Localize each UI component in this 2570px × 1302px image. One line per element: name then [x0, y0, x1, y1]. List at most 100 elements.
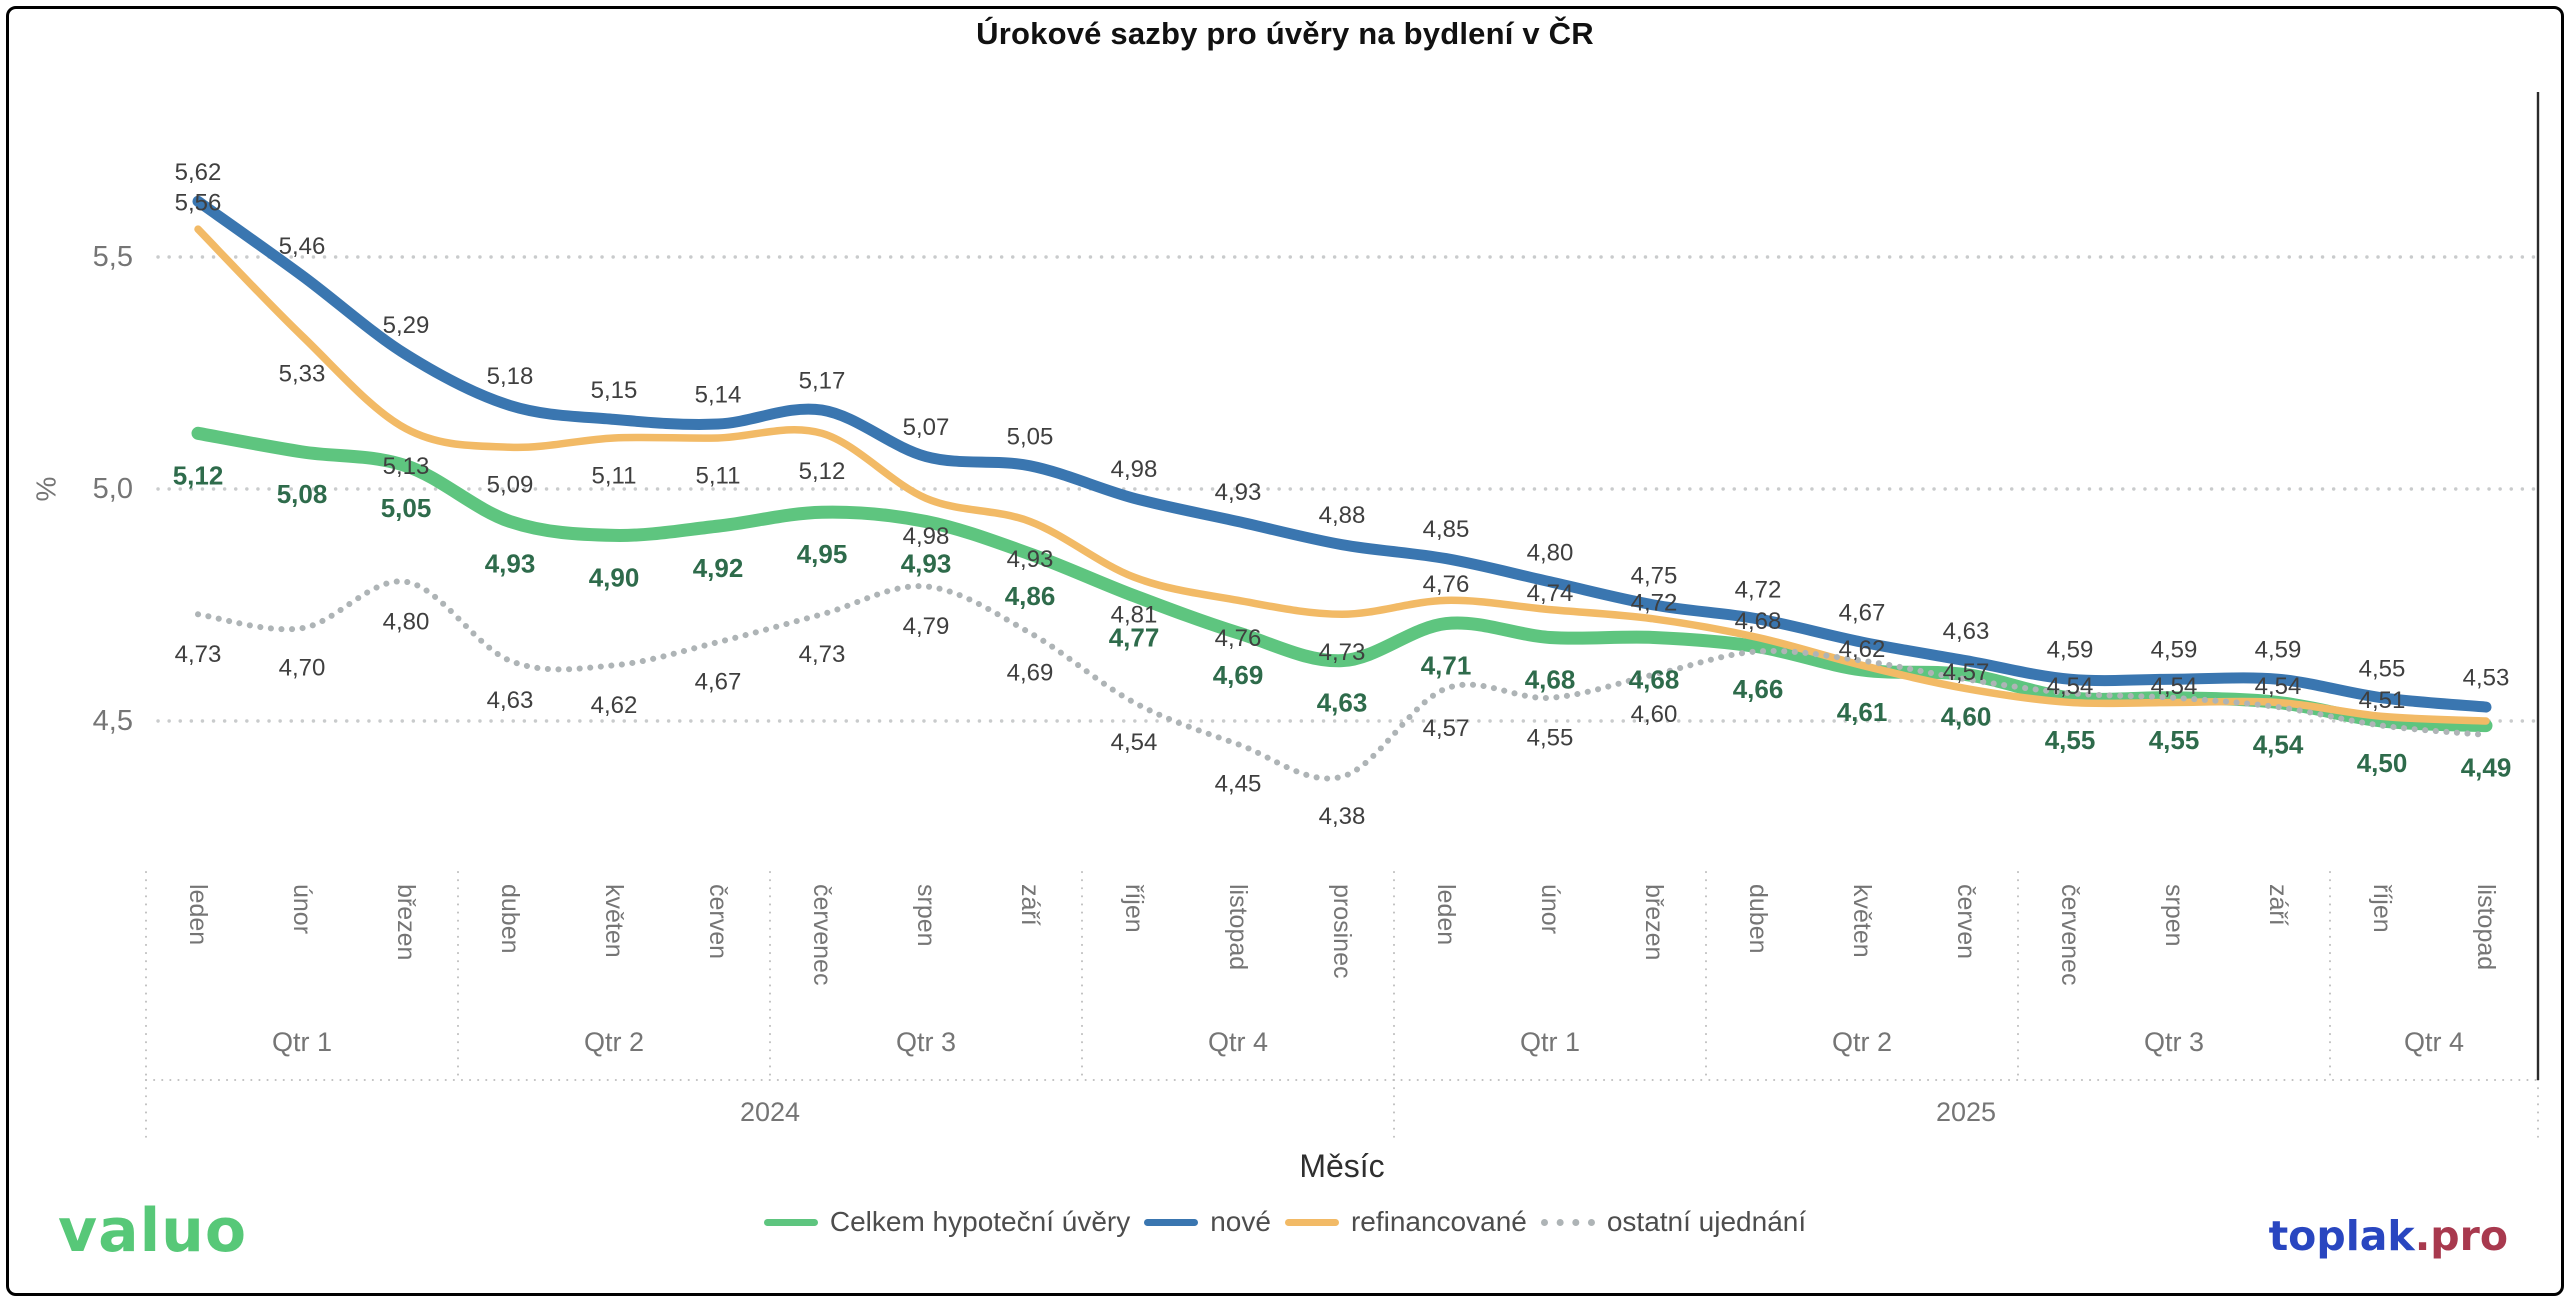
- svg-text:4,95: 4,95: [797, 539, 848, 569]
- svg-text:2025: 2025: [1936, 1097, 1996, 1127]
- svg-text:4,59: 4,59: [2255, 637, 2302, 664]
- svg-text:duben: duben: [496, 884, 524, 954]
- svg-text:Qtr 4: Qtr 4: [2404, 1027, 2464, 1057]
- svg-text:5,13: 5,13: [383, 453, 430, 480]
- svg-text:4,93: 4,93: [901, 548, 952, 578]
- svg-text:4,67: 4,67: [695, 669, 742, 696]
- svg-text:5,17: 5,17: [799, 368, 846, 395]
- svg-text:4,55: 4,55: [1527, 724, 1574, 751]
- svg-text:Qtr 2: Qtr 2: [584, 1027, 644, 1057]
- svg-text:4,73: 4,73: [1319, 639, 1366, 666]
- legend-item-refinancovane[interactable]: refinancované: [1284, 1206, 1527, 1238]
- svg-text:prosinec: prosinec: [1328, 884, 1356, 979]
- svg-text:Qtr 2: Qtr 2: [1832, 1027, 1892, 1057]
- svg-text:4,53: 4,53: [2463, 665, 2510, 692]
- svg-text:5,11: 5,11: [696, 462, 741, 489]
- svg-text:4,62: 4,62: [1839, 636, 1886, 663]
- svg-text:5,29: 5,29: [383, 312, 430, 339]
- svg-text:4,80: 4,80: [383, 608, 430, 635]
- svg-text:červenec: červenec: [2056, 884, 2084, 985]
- svg-text:Qtr 3: Qtr 3: [896, 1027, 956, 1057]
- chart-legend: Celkem hypoteční úvěry nové refinancovan…: [385, 1206, 2185, 1238]
- legend-swatch-orange-line-icon: [1284, 1218, 1339, 1226]
- legend-label: ostatní ujednání: [1606, 1206, 1807, 1237]
- svg-text:5,12: 5,12: [799, 458, 846, 485]
- svg-text:4,93: 4,93: [1007, 546, 1054, 573]
- svg-text:4,49: 4,49: [2461, 753, 2512, 783]
- svg-text:4,92: 4,92: [693, 553, 744, 583]
- svg-text:Qtr 4: Qtr 4: [1208, 1027, 1268, 1057]
- svg-text:4,93: 4,93: [1215, 479, 1262, 506]
- svg-text:4,68: 4,68: [1735, 608, 1782, 635]
- toplak-pro-logo: toplak.pro: [2269, 1212, 2508, 1260]
- svg-text:únor: únor: [1536, 884, 1564, 934]
- svg-text:%: %: [31, 477, 62, 502]
- svg-text:březen: březen: [392, 884, 420, 960]
- svg-text:4,5: 4,5: [93, 705, 133, 737]
- legend-item-ostatni[interactable]: ostatní ujednání: [1540, 1206, 1807, 1238]
- x-axis-title: Měsíc: [1299, 1148, 1385, 1184]
- svg-text:4,68: 4,68: [1629, 664, 1680, 694]
- legend-item-nove[interactable]: nové: [1144, 1206, 1271, 1238]
- svg-text:5,11: 5,11: [592, 462, 637, 489]
- svg-text:4,54: 4,54: [2255, 673, 2302, 700]
- svg-text:Qtr 3: Qtr 3: [2144, 1027, 2204, 1057]
- svg-text:4,93: 4,93: [485, 548, 536, 578]
- svg-text:4,38: 4,38: [1319, 803, 1366, 830]
- svg-text:4,61: 4,61: [1837, 697, 1888, 727]
- svg-text:květen: květen: [600, 884, 628, 958]
- svg-text:květen: květen: [1848, 884, 1876, 958]
- svg-text:4,62: 4,62: [591, 692, 638, 719]
- svg-text:4,79: 4,79: [903, 613, 950, 640]
- svg-text:5,0: 5,0: [93, 473, 133, 505]
- svg-text:5,46: 5,46: [279, 233, 326, 260]
- svg-text:5,07: 5,07: [903, 414, 950, 441]
- svg-text:4,76: 4,76: [1423, 571, 1470, 598]
- svg-text:5,15: 5,15: [591, 377, 638, 404]
- svg-text:listopad: listopad: [1224, 884, 1252, 970]
- svg-text:4,66: 4,66: [1733, 674, 1784, 704]
- svg-text:4,69: 4,69: [1007, 659, 1054, 686]
- svg-text:4,57: 4,57: [1423, 715, 1470, 742]
- svg-text:duben: duben: [1744, 884, 1772, 954]
- chart-title: Úrokové sazby pro úvěry na bydlení v ČR: [976, 16, 1594, 51]
- svg-text:2024: 2024: [740, 1097, 800, 1127]
- svg-text:4,73: 4,73: [799, 641, 846, 668]
- svg-text:5,05: 5,05: [381, 493, 432, 523]
- svg-text:4,72: 4,72: [1735, 576, 1782, 603]
- svg-text:4,57: 4,57: [1943, 659, 1990, 686]
- svg-text:Qtr 1: Qtr 1: [272, 1027, 332, 1057]
- svg-text:4,67: 4,67: [1839, 600, 1886, 627]
- svg-text:4,55: 4,55: [2045, 725, 2096, 755]
- svg-text:4,81: 4,81: [1111, 602, 1158, 629]
- svg-text:4,55: 4,55: [2149, 725, 2200, 755]
- svg-text:září: září: [1016, 884, 1044, 926]
- svg-text:5,12: 5,12: [173, 460, 224, 490]
- svg-text:leden: leden: [1432, 884, 1460, 945]
- svg-text:4,88: 4,88: [1319, 502, 1366, 529]
- svg-text:4,72: 4,72: [1631, 589, 1678, 616]
- svg-text:4,71: 4,71: [1421, 651, 1472, 681]
- svg-text:červen: červen: [1952, 884, 1980, 959]
- svg-text:4,55: 4,55: [2359, 655, 2406, 682]
- legend-item-celkem[interactable]: Celkem hypoteční úvěry: [763, 1206, 1131, 1238]
- svg-text:4,63: 4,63: [487, 687, 534, 714]
- svg-text:4,45: 4,45: [1215, 771, 1262, 798]
- svg-text:4,63: 4,63: [1317, 688, 1368, 718]
- valuo-logo: valuo: [58, 1196, 248, 1266]
- svg-text:5,62: 5,62: [175, 159, 222, 186]
- legend-label: Celkem hypoteční úvěry: [829, 1206, 1131, 1237]
- svg-text:4,59: 4,59: [2047, 637, 2094, 664]
- svg-text:4,51: 4,51: [2359, 687, 2406, 714]
- legend-swatch-blue-line-icon: [1144, 1218, 1199, 1226]
- svg-text:září: září: [2264, 884, 2292, 926]
- svg-text:5,05: 5,05: [1007, 423, 1054, 450]
- svg-text:červenec: červenec: [808, 884, 836, 985]
- legend-label: nové: [1210, 1206, 1271, 1237]
- svg-text:srpen: srpen: [2160, 884, 2188, 947]
- svg-text:4,85: 4,85: [1423, 516, 1470, 543]
- svg-text:4,98: 4,98: [1111, 456, 1158, 483]
- legend-swatch-gray-dotted-line-icon: [1540, 1218, 1595, 1226]
- toplak-logo-text: toplak: [2268, 1212, 2415, 1260]
